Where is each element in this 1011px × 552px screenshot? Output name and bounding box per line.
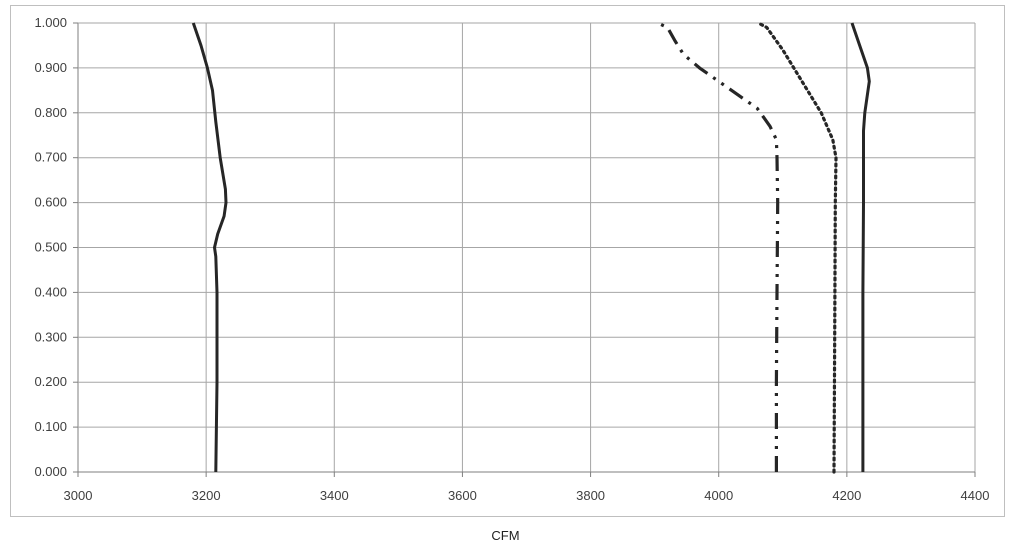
x-tick-label: 3200	[192, 488, 221, 503]
y-tick-label: 0.500	[34, 240, 67, 255]
y-tick-label: 0.600	[34, 195, 67, 210]
grid-lines	[73, 22, 976, 477]
x-tick-label: 4200	[832, 488, 861, 503]
chart-frame	[10, 5, 1005, 517]
y-tick-label: 0.800	[34, 105, 67, 120]
series-layer	[191, 21, 871, 474]
x-tick-label: 3400	[320, 488, 349, 503]
series-line-1-solid	[191, 22, 228, 473]
x-tick-label: 3000	[64, 488, 93, 503]
x-tick-label: 3600	[448, 488, 477, 503]
x-axis-title: CFM	[491, 528, 520, 543]
x-tick-label: 4400	[961, 488, 990, 503]
series-line-2-dash-dot-dot	[657, 21, 780, 472]
y-tick-label: 0.900	[34, 60, 67, 75]
y-tick-label: 0.300	[34, 329, 67, 344]
x-tick-label: 4000	[704, 488, 733, 503]
y-tick-label: 0.700	[34, 150, 67, 165]
y-tick-label: 0.000	[34, 464, 67, 479]
y-tick-label: 0.400	[34, 284, 67, 299]
tick-labels: 3000 3200 3400 3600 3800 4000 4200 4400 0.000 0.1…	[34, 15, 989, 503]
y-tick-label: 1.000	[34, 15, 67, 30]
x-tick-label: 3800	[576, 488, 605, 503]
y-tick-label: 0.100	[34, 419, 67, 434]
series-line-4-solid	[850, 22, 871, 472]
series-line-3-dotted	[756, 21, 838, 474]
y-tick-label: 0.200	[34, 374, 67, 389]
